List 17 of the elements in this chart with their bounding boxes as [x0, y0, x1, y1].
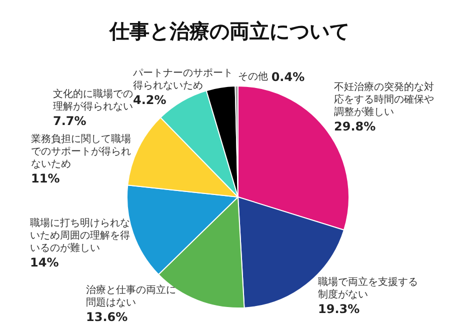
data-label: 11% [31, 172, 60, 186]
data-label: 4.2% [133, 93, 166, 107]
slice-label: 治療と仕事の両立に問題はない [86, 284, 176, 308]
slice-label: 職場で両立を支援する制度がない [318, 276, 418, 300]
data-label: 0.4% [271, 70, 305, 84]
data-label: 14% [30, 256, 59, 270]
data-label: 19.3% [318, 302, 360, 316]
slice-label: パートナーのサポート得られないため [132, 68, 233, 92]
slice-label: その他 [238, 70, 268, 82]
data-label: 29.8% [334, 120, 376, 134]
data-label: 13.6% [86, 310, 128, 324]
data-label: 7.7% [53, 114, 86, 128]
slice-label: 不妊治療の突発的な対応をする時間の確保や調整が難しい [334, 80, 434, 118]
slice-label: 文化的に職場での理解が得られない [53, 88, 133, 112]
slice-label: 職場に打ち明けられないため周囲の理解を得いるのが難しい [30, 216, 130, 254]
slice-label: 業務負担に関して職場でのサポートが得られないため [31, 132, 131, 170]
chart-title: 仕事と治療の両立について [108, 19, 350, 43]
